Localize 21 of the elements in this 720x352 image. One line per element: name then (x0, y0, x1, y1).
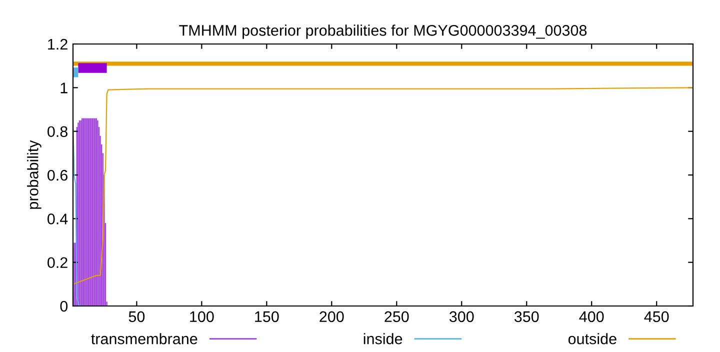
y-axis-title: probability (27, 140, 42, 209)
legend-label: outside (568, 333, 616, 344)
y-tick-label: 0.6 (48, 170, 68, 181)
legend-label: transmembrane (91, 333, 198, 344)
y-tick-label: 0.8 (48, 126, 68, 138)
x-tick-label: 450 (644, 311, 669, 322)
x-tick-label: 250 (384, 311, 409, 322)
y-tick-label: 0 (60, 300, 68, 312)
x-tick-label: 400 (579, 311, 604, 322)
x-tick-label: 300 (449, 311, 474, 322)
x-tick-label: 350 (514, 311, 539, 322)
x-tick-label: 200 (320, 311, 344, 322)
x-tick-label: 50 (128, 311, 145, 322)
legend-label: inside (364, 333, 402, 344)
chart-title: TMHMM posterior probabilities for MGYG000003394_00308 (179, 24, 587, 39)
x-tick-label: 100 (190, 311, 214, 322)
y-tick-label: 0.4 (48, 214, 68, 224)
x-tick-label: 150 (255, 311, 279, 322)
y-tick-label: 0.2 (48, 257, 68, 268)
y-tick-label: 1 (60, 82, 68, 94)
y-tick-label: 1.2 (48, 38, 68, 50)
